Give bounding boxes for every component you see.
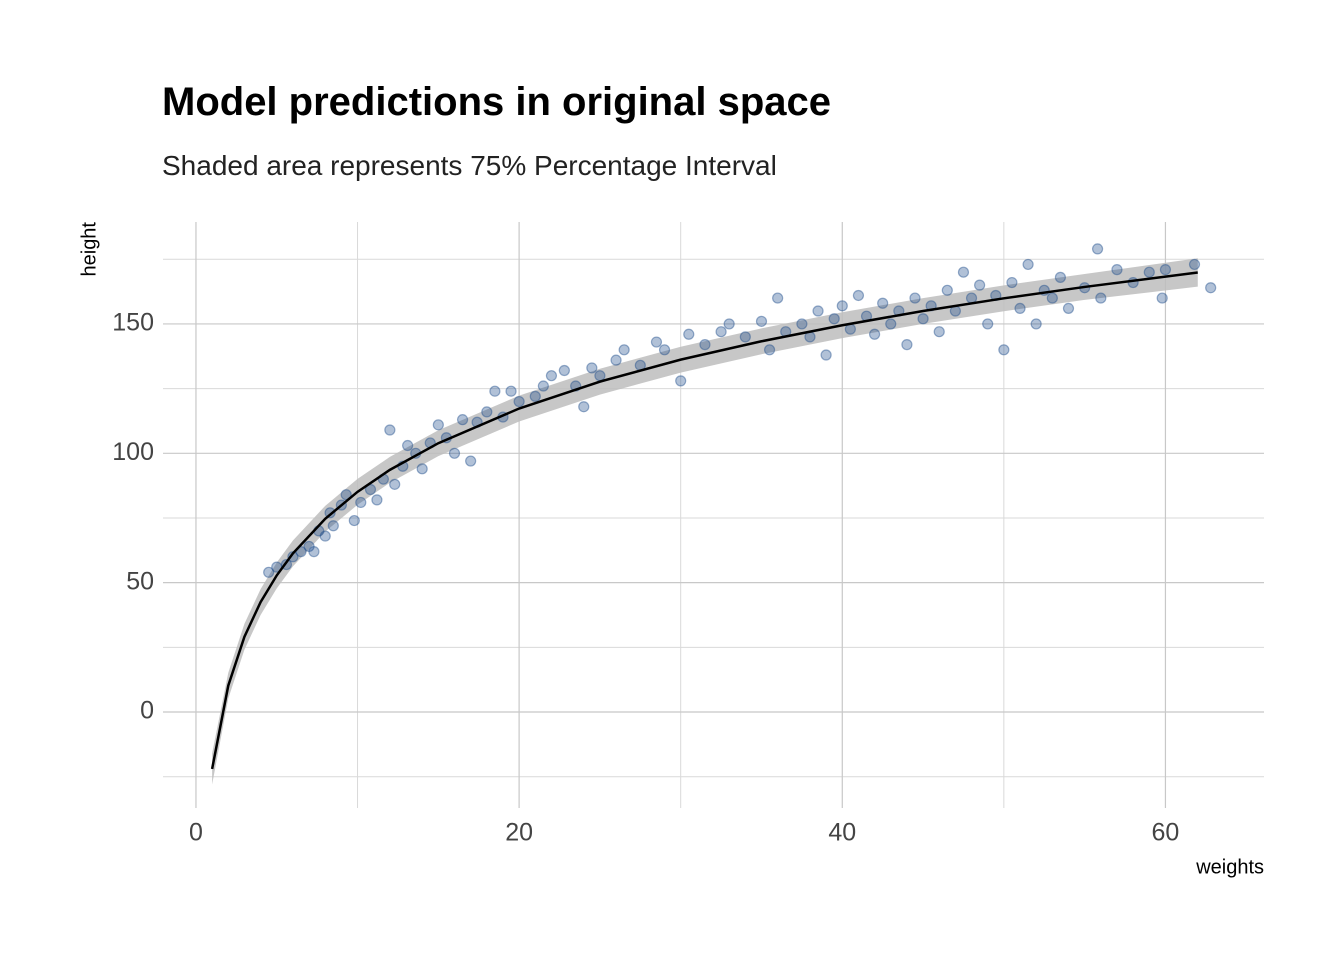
data-point: [1156, 292, 1168, 304]
data-point: [1014, 302, 1026, 315]
y-tick-label: 50: [126, 567, 154, 595]
data-point: [558, 364, 570, 377]
data-point: [1054, 271, 1067, 283]
data-point: [683, 328, 695, 340]
chart-title: Model predictions in original space: [162, 80, 831, 124]
x-tick-label: 20: [505, 819, 533, 847]
data-point: [355, 496, 367, 509]
data-point: [465, 455, 477, 467]
data-point: [650, 336, 663, 348]
data-point: [715, 326, 727, 338]
data-point: [868, 328, 881, 340]
data-point: [1062, 302, 1075, 315]
data-point: [537, 380, 549, 392]
data-point: [402, 439, 414, 452]
data-point: [618, 344, 630, 356]
data-point: [820, 349, 832, 361]
data-point: [828, 313, 840, 325]
y-tick-label: 150: [112, 309, 154, 337]
data-point: [1095, 292, 1107, 304]
chart-subtitle: Shaded area represents 75% Percentage In…: [162, 150, 777, 181]
data-point: [772, 292, 784, 304]
data-point: [658, 344, 671, 356]
data-point: [327, 520, 339, 532]
data-point: [941, 284, 953, 296]
data-point: [371, 494, 383, 506]
data-point: [909, 292, 921, 304]
data-point: [723, 318, 735, 330]
data-point: [319, 530, 331, 542]
y-tick-label: 0: [140, 697, 154, 725]
data-point: [877, 297, 889, 309]
y-tick-label: 100: [112, 438, 154, 466]
data-point: [957, 266, 970, 278]
data-point: [545, 370, 558, 382]
interval-band: [212, 258, 1198, 785]
data-point: [901, 339, 913, 351]
data-point: [739, 331, 751, 343]
data-point: [763, 344, 776, 356]
data-point: [699, 339, 711, 351]
x-axis-label: weights: [1195, 856, 1264, 878]
data-point: [1006, 276, 1018, 289]
data-point: [1188, 258, 1201, 271]
data-point: [998, 344, 1010, 356]
y-axis-label: height: [78, 222, 100, 277]
data-point: [594, 370, 606, 382]
data-point: [529, 390, 541, 402]
data-point: [389, 478, 401, 490]
data-point: [1205, 282, 1217, 294]
data-point: [933, 326, 945, 338]
data-point: [796, 318, 808, 330]
data-point: [432, 419, 444, 431]
data-point: [852, 289, 865, 302]
x-tick-label: 40: [828, 819, 856, 847]
x-tick-label: 0: [189, 819, 203, 847]
data-point: [1030, 318, 1042, 330]
data-point: [308, 546, 320, 558]
fit-line: [210, 271, 1198, 770]
data-point: [917, 313, 929, 325]
data-point: [1159, 264, 1172, 276]
data-point: [303, 540, 315, 553]
data-point: [982, 318, 994, 330]
data-point: [489, 385, 501, 397]
data-point: [263, 566, 275, 578]
data-point: [812, 305, 824, 317]
data-point: [505, 385, 517, 397]
data-point: [1111, 264, 1123, 276]
data-point: [885, 318, 897, 330]
data-point: [974, 279, 986, 291]
data-point: [384, 424, 396, 436]
data-point: [1046, 292, 1058, 304]
data-point: [675, 375, 687, 387]
data-point: [586, 362, 598, 374]
data-point: [1091, 243, 1104, 255]
data-point: [1143, 266, 1155, 278]
data-point: [578, 401, 590, 413]
data-point: [481, 406, 493, 418]
data-point: [610, 354, 622, 366]
data-point: [1022, 258, 1034, 271]
data-point: [965, 292, 978, 304]
data-point: [513, 395, 525, 408]
data-point: [348, 514, 360, 527]
data-point: [416, 463, 428, 475]
data-point: [836, 300, 848, 312]
data-point: [755, 315, 768, 327]
x-tick-label: 60: [1152, 819, 1180, 847]
data-point: [456, 414, 469, 426]
data-point: [448, 447, 461, 459]
